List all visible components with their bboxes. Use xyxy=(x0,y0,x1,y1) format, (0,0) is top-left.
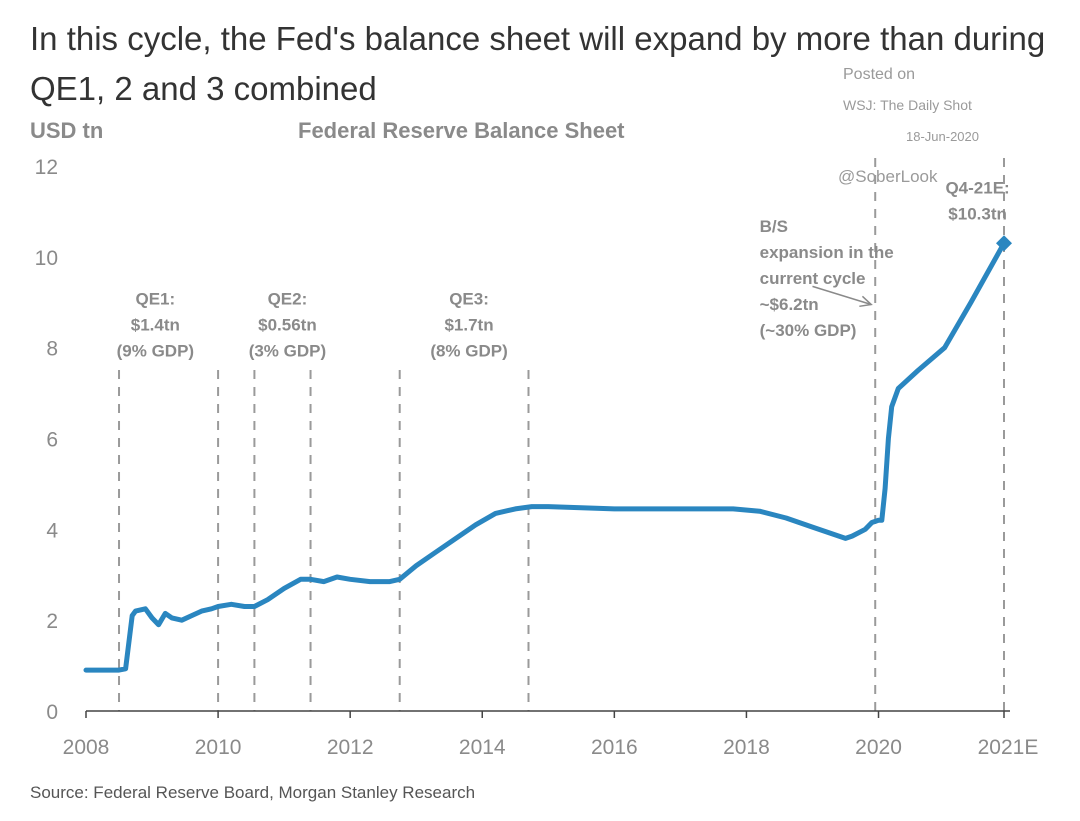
watermark-site: WSJ: The Daily Shot xyxy=(843,97,972,113)
y-tick-label: 2 xyxy=(46,610,58,633)
annotation-line: QE3: xyxy=(449,290,489,309)
annotation: QE3: $1.7tn (8% GDP) xyxy=(430,290,507,361)
y-tick-label: 10 xyxy=(35,247,58,270)
marker-lines xyxy=(118,158,1005,711)
series-layer xyxy=(83,235,1012,673)
headline: In this cycle, the Fed's balance sheet w… xyxy=(30,20,1046,107)
watermark-posted: Posted on xyxy=(843,66,916,83)
annotation-line: QE1: xyxy=(136,290,176,309)
annotation: QE2: $0.56tn (3% GDP) xyxy=(249,290,326,361)
x-tick-label: 2012 xyxy=(327,736,374,759)
annotation-line: $10.3tn xyxy=(948,204,1007,223)
annotation-line: $1.4tn xyxy=(131,316,180,335)
annotation-line: current cycle xyxy=(760,269,866,288)
source-note: Source: Federal Reserve Board, Morgan St… xyxy=(30,783,476,802)
y-tick-label: 6 xyxy=(46,429,58,452)
x-tick-label: 2008 xyxy=(63,736,110,759)
annotation-arrow xyxy=(812,285,872,306)
y-tick-label: 8 xyxy=(46,338,58,361)
annotation-line: (3% GDP) xyxy=(249,342,326,361)
annotation-line: ~$6.2tn xyxy=(760,295,819,314)
annotation-line: B/S xyxy=(760,217,788,236)
annotation-line: $1.7tn xyxy=(444,316,493,335)
watermark-handle: @SoberLook xyxy=(838,167,938,186)
annotation-line: expansion in the xyxy=(760,243,894,262)
x-tick-label: 2014 xyxy=(459,736,506,759)
x-tick-label: 2020 xyxy=(855,736,902,759)
annotation-line: (~30% GDP) xyxy=(760,321,857,340)
watermark-date: 18-Jun-2020 xyxy=(906,129,979,144)
y-tick-label: 0 xyxy=(46,701,58,724)
y-tick-label: 12 xyxy=(35,156,58,179)
annotation-line: (9% GDP) xyxy=(117,342,194,361)
annotation-line: $0.56tn xyxy=(258,316,317,335)
x-tick-label: 2016 xyxy=(591,736,638,759)
annotation: B/S expansion in the current cycle ~$6.2tn (… xyxy=(760,217,894,340)
annotations: QE1: $1.4tn (9% GDP) QE2: $0.56tn (3% GDP) QE3… xyxy=(117,178,1010,360)
annotation-line: Q4-21E: xyxy=(945,178,1009,197)
y-axis-unit-label: USD tn xyxy=(30,118,104,143)
annotation-line: (8% GDP) xyxy=(430,342,507,361)
annotation-line: QE2: xyxy=(268,290,308,309)
annotation-arrowhead xyxy=(859,295,873,308)
axes: 0 2 4 6 8 10 12 2008 2010 2012 2014 2016 2018 2020 202… xyxy=(35,156,1039,759)
annotation: QE1: $1.4tn (9% GDP) xyxy=(117,290,194,361)
x-tick-label: 2018 xyxy=(723,736,770,759)
endpoint-marker xyxy=(996,235,1012,252)
y-tick-label: 4 xyxy=(46,519,58,542)
annotation: Q4-21E: $10.3tn xyxy=(945,178,1009,223)
x-tick-label: 2021E xyxy=(978,736,1039,759)
series-line xyxy=(83,240,1007,673)
x-tick-label: 2010 xyxy=(195,736,242,759)
chart-title: Federal Reserve Balance Sheet xyxy=(298,118,625,143)
